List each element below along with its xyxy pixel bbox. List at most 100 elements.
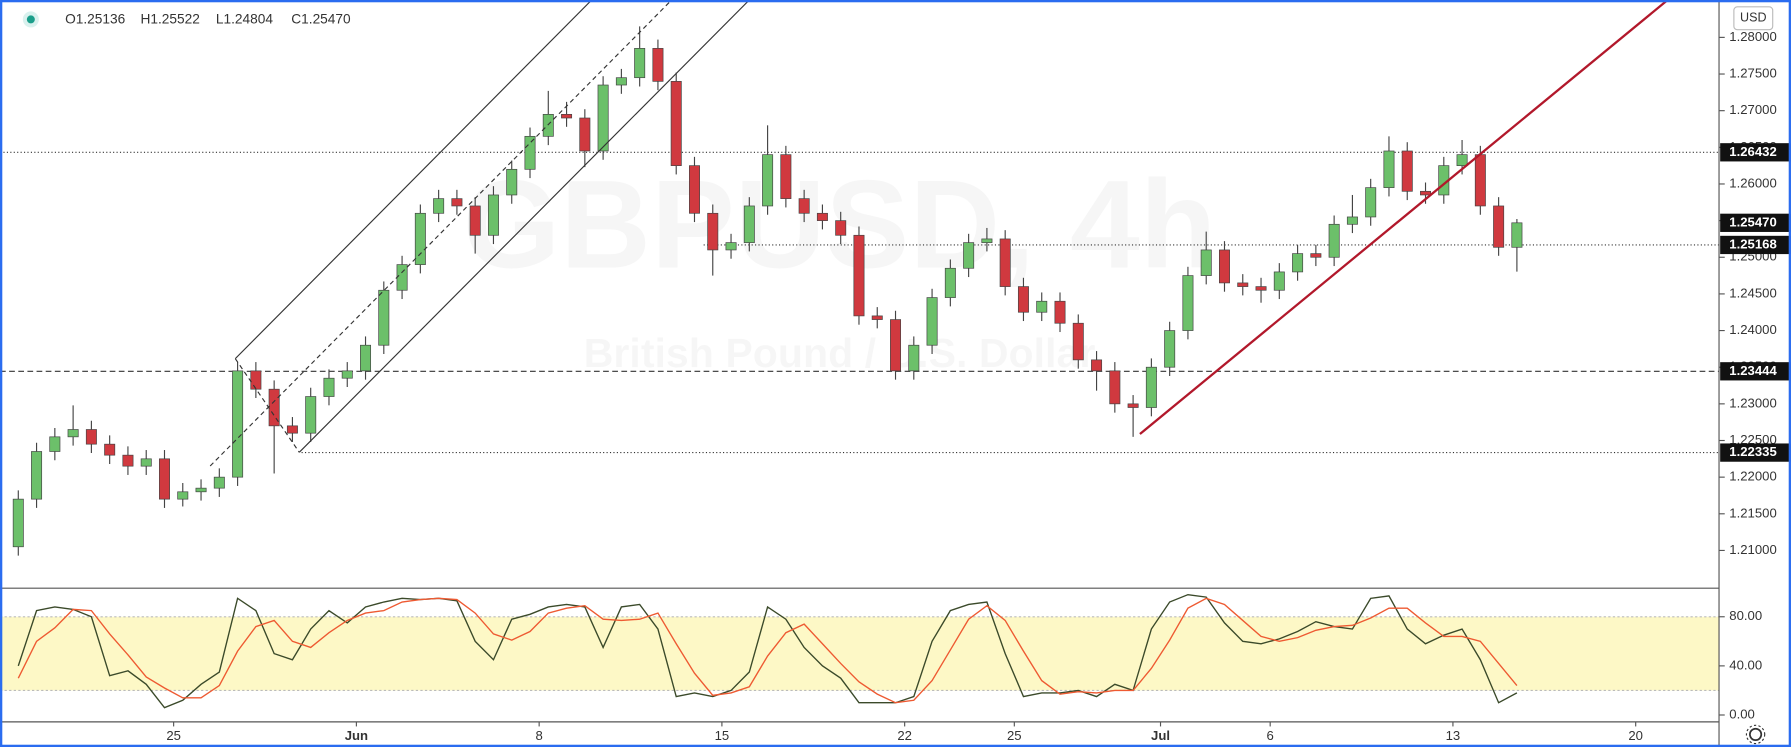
currency: USD: [1740, 11, 1767, 25]
candle-body: [305, 396, 317, 434]
candle-body: [341, 370, 353, 379]
candle-body: [926, 297, 938, 346]
price-label: 1.23444: [1729, 363, 1777, 378]
candle-body: [981, 238, 993, 243]
ohlc-open: O1.25136: [65, 11, 126, 26]
stoch-line: [17, 593, 1518, 709]
candle-body: [1091, 359, 1103, 372]
candle-body: [762, 154, 774, 207]
x-tick-label: 8: [535, 728, 542, 743]
candle-body: [195, 487, 207, 493]
candle-body: [1200, 249, 1212, 276]
candle-body: [159, 458, 170, 500]
price-label: 1.22335: [1729, 444, 1776, 459]
x-tick-label: 20: [1628, 728, 1643, 743]
x-tick-label: 15: [715, 728, 730, 743]
candle-body: [1493, 205, 1505, 248]
candle-body: [798, 198, 810, 214]
candle-body: [1164, 330, 1176, 368]
candle-body: [1310, 253, 1322, 258]
candle-body: [213, 476, 225, 489]
candle-body: [177, 491, 189, 500]
candle-body: [1401, 150, 1413, 192]
x-tick-label: Jul: [1151, 728, 1170, 743]
candle-body: [378, 289, 390, 346]
y-tick-label: 1.26000: [1729, 175, 1776, 190]
candle-body: [506, 168, 518, 196]
candle-body: [634, 48, 646, 79]
price-label-box: [1720, 362, 1791, 381]
ohlc-legend: O1.25136 H1.25522 L1.24804 C1.25470: [65, 11, 351, 26]
y-tick-label: 1.21000: [1729, 542, 1776, 557]
candle-body: [1346, 216, 1358, 225]
x-tick-label: 25: [166, 728, 181, 743]
candle-body: [1456, 154, 1468, 166]
candle-body: [122, 454, 134, 467]
price-label: 1.25168: [1729, 236, 1776, 251]
candle-body: [250, 370, 262, 390]
price-label-box: [1720, 213, 1791, 232]
y-tick-label: 1.27500: [1729, 65, 1776, 80]
x-tick-label: 25: [1007, 728, 1022, 743]
candle-body: [1292, 253, 1304, 273]
plot-layer: 1.210001.215001.220001.225001.230001.235…: [0, 26, 1791, 743]
candle-body: [49, 436, 61, 452]
y-tick-label: 1.28000: [1729, 29, 1776, 44]
candle-body: [451, 198, 463, 207]
candle-body: [1109, 370, 1121, 405]
x-tick-label: 22: [897, 728, 912, 743]
candle-body: [908, 344, 920, 372]
candle-body: [1072, 322, 1084, 361]
candle-body: [140, 458, 152, 467]
candle-body: [999, 238, 1011, 287]
candle-body: [890, 319, 902, 372]
stoch-line: [17, 597, 1518, 704]
y-tick-label: 1.27000: [1729, 102, 1776, 117]
candle-body: [579, 117, 591, 152]
candle-body: [1255, 286, 1267, 291]
candle-body: [780, 154, 792, 199]
candle-body: [1054, 300, 1066, 324]
candle-body: [1273, 271, 1285, 291]
y-tick-label: 1.24500: [1729, 285, 1776, 300]
gear: [1749, 727, 1763, 742]
candle-body: [835, 220, 847, 236]
candle-body: [743, 205, 755, 243]
currency-box[interactable]: [1733, 6, 1774, 31]
candle-body: [670, 81, 682, 166]
status-dot: [26, 15, 35, 24]
candle-body: [1511, 222, 1523, 248]
price-label-box: [1720, 235, 1791, 255]
price-label: 1.26432: [1729, 144, 1776, 159]
y-tick-label: 1.22000: [1729, 469, 1776, 484]
candle-body: [524, 135, 536, 170]
candle-body: [871, 315, 883, 320]
candle-body: [323, 377, 335, 397]
y-tick-label: 1.24000: [1729, 322, 1776, 337]
x-tick-label: Jun: [345, 728, 368, 743]
x-tick-label: 6: [1267, 728, 1274, 743]
y-tick-label: 1.23000: [1729, 395, 1776, 410]
candle-body: [469, 205, 481, 236]
ohlc-high: H1.25522: [141, 11, 200, 26]
settings-icon[interactable]: [1745, 724, 1766, 745]
trend-line: [1139, 0, 1669, 435]
candle-body: [689, 165, 700, 214]
y-tick-label: 40.00: [1729, 657, 1762, 672]
candle-body: [433, 198, 445, 214]
candle-body: [1127, 403, 1139, 408]
candle-body: [597, 84, 609, 152]
ohlc-close: C1.25470: [291, 11, 351, 26]
candle-body: [1036, 300, 1048, 313]
drawings: [209, 0, 1669, 467]
ohlc-low: L1.24804: [216, 11, 273, 26]
band: [0, 616, 1720, 691]
candle-body: [1420, 190, 1432, 196]
candle-body: [396, 264, 408, 291]
candle-body: [1145, 366, 1157, 408]
candle-body: [67, 429, 79, 438]
y-tick-label: 0.00: [1729, 706, 1755, 721]
channel-lower: [298, 0, 750, 453]
